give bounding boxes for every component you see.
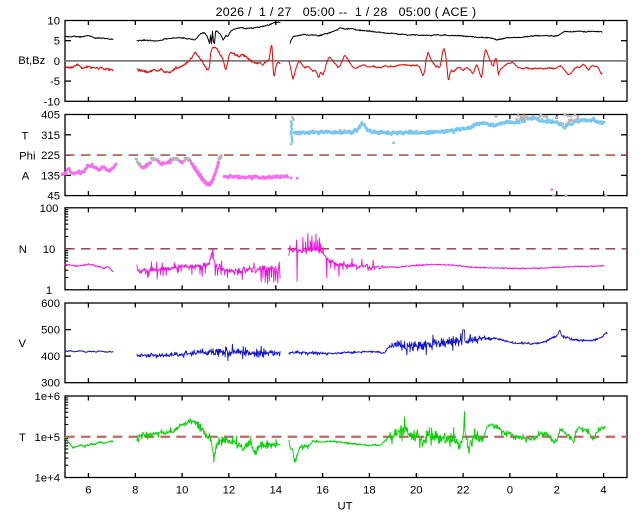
svg-text:A: A xyxy=(22,171,30,183)
svg-text:T: T xyxy=(19,432,26,444)
svg-text:1: 1 xyxy=(46,285,52,297)
svg-text:8: 8 xyxy=(132,484,138,496)
svg-text:0: 0 xyxy=(507,484,513,496)
svg-text:14: 14 xyxy=(269,484,282,496)
svg-text:1e+4: 1e+4 xyxy=(35,473,60,485)
svg-text:20: 20 xyxy=(410,484,423,496)
svg-text:16: 16 xyxy=(316,484,329,496)
svg-text:10: 10 xyxy=(43,244,56,256)
svg-text:100: 100 xyxy=(40,203,59,215)
svg-text:1e+5: 1e+5 xyxy=(35,432,60,444)
svg-text:135: 135 xyxy=(41,170,60,182)
svg-text:1e+6: 1e+6 xyxy=(35,391,60,403)
svg-text:V: V xyxy=(19,338,27,350)
svg-text:2: 2 xyxy=(554,484,560,496)
svg-text:405: 405 xyxy=(41,110,60,122)
svg-text:18: 18 xyxy=(363,484,376,496)
svg-text:400: 400 xyxy=(41,351,60,363)
svg-text:10: 10 xyxy=(176,484,189,496)
svg-text:10: 10 xyxy=(47,16,60,28)
svg-text:0: 0 xyxy=(54,56,60,68)
svg-text:12: 12 xyxy=(223,484,236,496)
svg-text:500: 500 xyxy=(41,325,60,337)
svg-text:300: 300 xyxy=(41,378,60,390)
svg-text:6: 6 xyxy=(85,484,91,496)
svg-text:4: 4 xyxy=(600,484,606,496)
svg-text:N: N xyxy=(19,244,27,256)
svg-text:UT: UT xyxy=(337,501,352,512)
svg-text:Phi: Phi xyxy=(19,150,35,162)
svg-text:5: 5 xyxy=(54,36,60,48)
svg-text:-10: -10 xyxy=(44,96,60,108)
svg-text:315: 315 xyxy=(41,130,60,142)
svg-text:45: 45 xyxy=(47,191,60,203)
svg-text:22: 22 xyxy=(457,484,470,496)
svg-text:-5: -5 xyxy=(50,76,60,88)
svg-text:600: 600 xyxy=(41,298,60,310)
svg-text:Bt,Bz: Bt,Bz xyxy=(18,55,45,67)
svg-text:225: 225 xyxy=(41,150,60,162)
svg-text:T: T xyxy=(22,131,29,143)
svg-text:2026 / 1 / 27 05:00 -- 1 /: 2026 / 1 / 27 05:00 -- 1 / 28 05:00 ( AC… xyxy=(216,5,477,19)
